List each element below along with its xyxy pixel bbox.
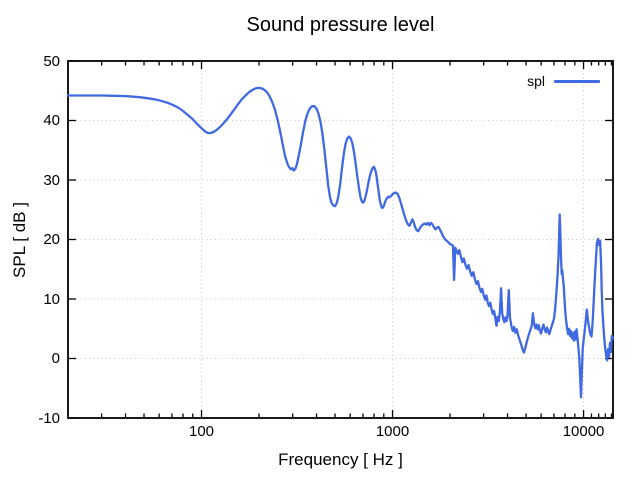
y-tick-label: 30 <box>43 171 60 189</box>
y-tick-label: -10 <box>38 409 60 427</box>
y-tick-label: 20 <box>43 231 60 248</box>
legend: spl <box>527 73 600 89</box>
x-axis-label: Frequency [ Hz ] <box>278 450 403 469</box>
chart-title: Sound pressure level <box>246 14 435 36</box>
x-tick-label: 100 <box>189 423 215 440</box>
plot-frame <box>67 60 614 419</box>
spl-curve <box>66 86 615 399</box>
legend-series-label: spl <box>527 73 545 89</box>
y-tick-label: 50 <box>43 52 60 70</box>
x-tick-label: 1000 <box>375 423 410 440</box>
legend-line-sample <box>554 79 600 83</box>
y-tick-label: 0 <box>51 350 60 367</box>
y-tick-label: 10 <box>43 290 60 308</box>
x-tick-label: 10000 <box>562 423 605 440</box>
y-tick-label: 40 <box>43 112 60 129</box>
